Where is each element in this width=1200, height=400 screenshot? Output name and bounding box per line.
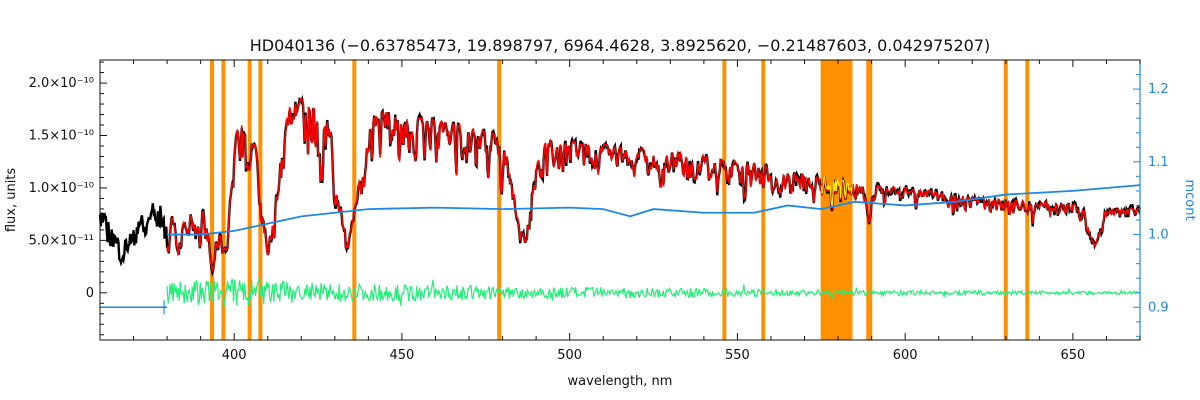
observed-spectrum <box>98 94 1142 277</box>
y-tick-label: 1.5×10⁻¹⁰ <box>29 129 94 144</box>
y-tick-label: 0 <box>86 286 94 301</box>
masked-line <box>221 60 226 340</box>
x-tick-label: 500 <box>557 348 582 363</box>
x-tick-label: 550 <box>725 348 750 363</box>
y-axis-label: flux, units <box>4 168 19 233</box>
mcont-line <box>167 184 1141 236</box>
y2-tick-label: 1.0 <box>1148 228 1169 243</box>
y-tick-label: 2.0×10⁻¹⁰ <box>29 76 94 91</box>
masked-regions <box>210 60 1030 340</box>
observed-line <box>98 94 1142 277</box>
y2-tick-label: 1.2 <box>1148 82 1169 97</box>
chart-title: HD040136 (−0.63785473, 19.898797, 6964.4… <box>250 36 991 55</box>
y-axis-left: 0 5.0×10⁻¹¹ 1.0×10⁻¹⁰ 1.5×10⁻¹⁰ 2.0×10⁻¹⁰ <box>29 61 107 336</box>
x-tick-label: 450 <box>390 348 415 363</box>
x-axis: 400 450 500 550 600 650 <box>99 60 1141 363</box>
masked-line <box>247 60 252 340</box>
masked-segment-line <box>820 176 853 207</box>
masked-line <box>497 60 502 340</box>
masked-line <box>210 60 215 340</box>
model-spectrum <box>166 97 1141 273</box>
masked-line <box>352 60 357 340</box>
masked-band <box>820 60 853 340</box>
masked-line <box>258 60 263 340</box>
x-tick-label: 650 <box>1060 348 1085 363</box>
masked-line <box>761 60 766 340</box>
x-axis-label: wavelength, nm <box>568 374 673 389</box>
y-tick-label: 1.0×10⁻¹⁰ <box>29 181 94 196</box>
y2-tick-label: 0.9 <box>1148 300 1169 315</box>
masked-line <box>1025 60 1030 340</box>
y2-axis-label: mcont <box>1182 179 1197 220</box>
y2-tick-label: 1.1 <box>1148 155 1169 170</box>
residuals-line <box>166 277 1140 307</box>
residuals-series <box>166 277 1140 307</box>
mcont-series <box>100 184 1141 315</box>
masked-line <box>868 60 873 340</box>
y-axis-right: 0.9 1.0 1.1 1.2 <box>1133 74 1169 337</box>
x-tick-label: 400 <box>222 348 247 363</box>
x-tick-label: 600 <box>893 348 918 363</box>
masked-line <box>722 60 727 340</box>
masked-line <box>866 60 871 340</box>
plot-frame <box>99 59 1141 341</box>
model-line <box>166 97 1141 273</box>
y-tick-label: 5.0×10⁻¹¹ <box>29 233 94 248</box>
